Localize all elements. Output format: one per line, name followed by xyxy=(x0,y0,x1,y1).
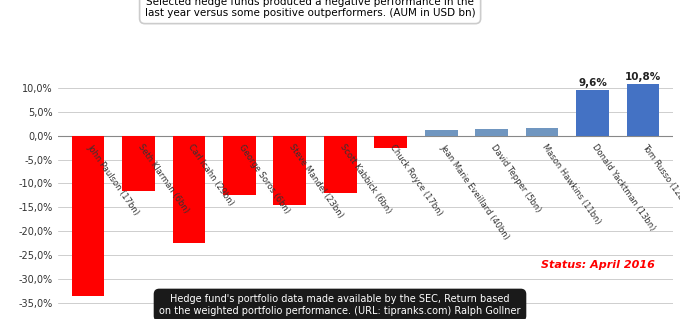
Text: John Paulson (17bn): John Paulson (17bn) xyxy=(86,143,141,217)
Bar xyxy=(173,136,205,243)
Text: Seth Klarman (6bn): Seth Klarman (6bn) xyxy=(136,143,190,215)
Bar xyxy=(626,84,660,136)
Bar xyxy=(122,136,155,191)
Text: Hedge fund's portfolio data made available by the SEC, Return based
on the weigh: Hedge fund's portfolio data made availab… xyxy=(159,294,521,316)
Bar xyxy=(374,136,407,148)
Bar xyxy=(273,136,306,205)
Text: Donald Yacktman (13bn): Donald Yacktman (13bn) xyxy=(590,143,657,233)
Text: Chuck Royce (17bn): Chuck Royce (17bn) xyxy=(388,143,444,217)
Text: Mason Hawkins (11bn): Mason Hawkins (11bn) xyxy=(540,143,602,226)
Text: Carl Icahn (29bn): Carl Icahn (29bn) xyxy=(186,143,236,208)
Bar xyxy=(526,129,558,136)
Bar xyxy=(475,130,508,136)
Text: Selected hedge funds produced a negative performance in the
last year versus som: Selected hedge funds produced a negative… xyxy=(145,0,475,19)
Text: Status: April 2016: Status: April 2016 xyxy=(541,260,655,270)
Text: 10,8%: 10,8% xyxy=(625,72,661,82)
Bar xyxy=(71,136,105,296)
Bar xyxy=(576,90,609,136)
Bar xyxy=(223,136,256,195)
Text: Steve Mandel (23bn): Steve Mandel (23bn) xyxy=(288,143,345,220)
Text: David Tepper (5bn): David Tepper (5bn) xyxy=(490,143,543,214)
Text: Scott Kabbick (6bn): Scott Kabbick (6bn) xyxy=(338,143,392,216)
Text: George Soros (6bn): George Soros (6bn) xyxy=(237,143,292,215)
Text: Tom Russo (12bn): Tom Russo (12bn) xyxy=(641,143,680,209)
Text: Jean Marie Eveillard (40bn): Jean Marie Eveillard (40bn) xyxy=(439,143,511,241)
Bar xyxy=(425,130,458,136)
Bar xyxy=(324,136,357,193)
Text: 9,6%: 9,6% xyxy=(578,78,607,88)
